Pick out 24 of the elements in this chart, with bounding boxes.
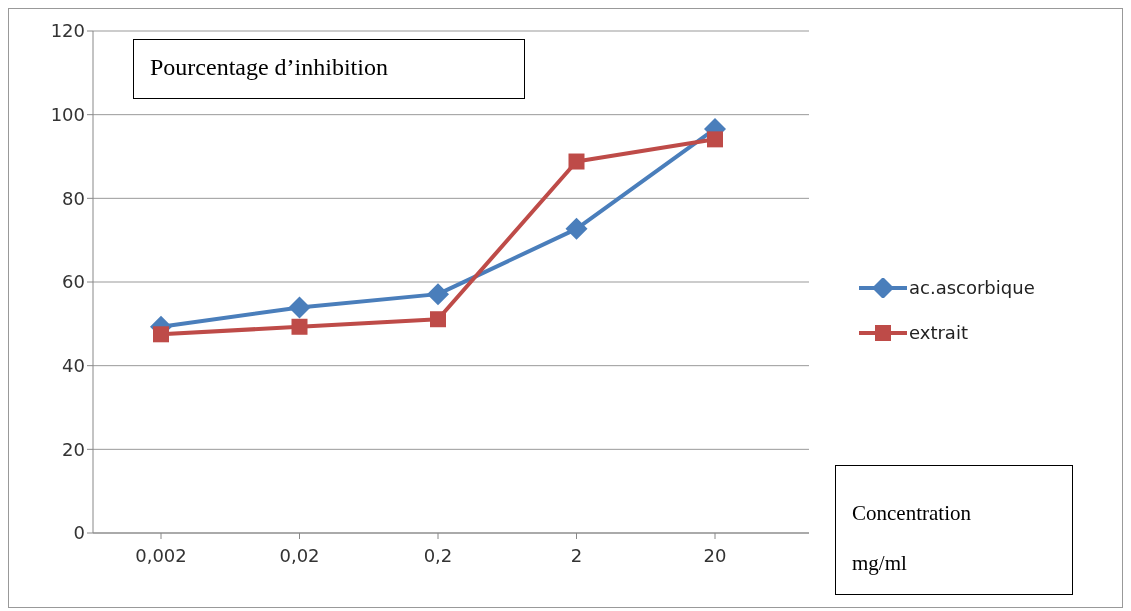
y-tick-label: 60	[62, 271, 85, 293]
x-tick-label: 2	[570, 544, 583, 566]
text: Concentration mg/ml	[852, 501, 971, 575]
y-tick-label: 0	[73, 522, 85, 544]
point	[568, 153, 585, 170]
point	[430, 311, 446, 328]
text: Pourcentage d’inhibition	[133, 39, 525, 99]
point	[427, 283, 449, 306]
y-tick-label: 100	[50, 104, 85, 126]
legend-label: ac.ascorbique	[909, 277, 1035, 298]
point	[153, 326, 169, 343]
x-tick-label: 0,02	[279, 544, 320, 566]
x-tick-label: 20	[703, 544, 727, 566]
x-tick-label: 0,2	[423, 544, 453, 566]
point	[565, 217, 588, 240]
y-tick-label: 80	[62, 187, 85, 209]
y-tick-label: 40	[62, 355, 85, 377]
x-tick-label: 0,002	[135, 544, 187, 566]
y-tick-label: 20	[62, 438, 85, 460]
legend-label: extrait	[909, 322, 968, 343]
point	[291, 318, 308, 335]
point	[288, 296, 311, 319]
point	[707, 131, 723, 148]
y-tick-label: 120	[50, 20, 85, 42]
